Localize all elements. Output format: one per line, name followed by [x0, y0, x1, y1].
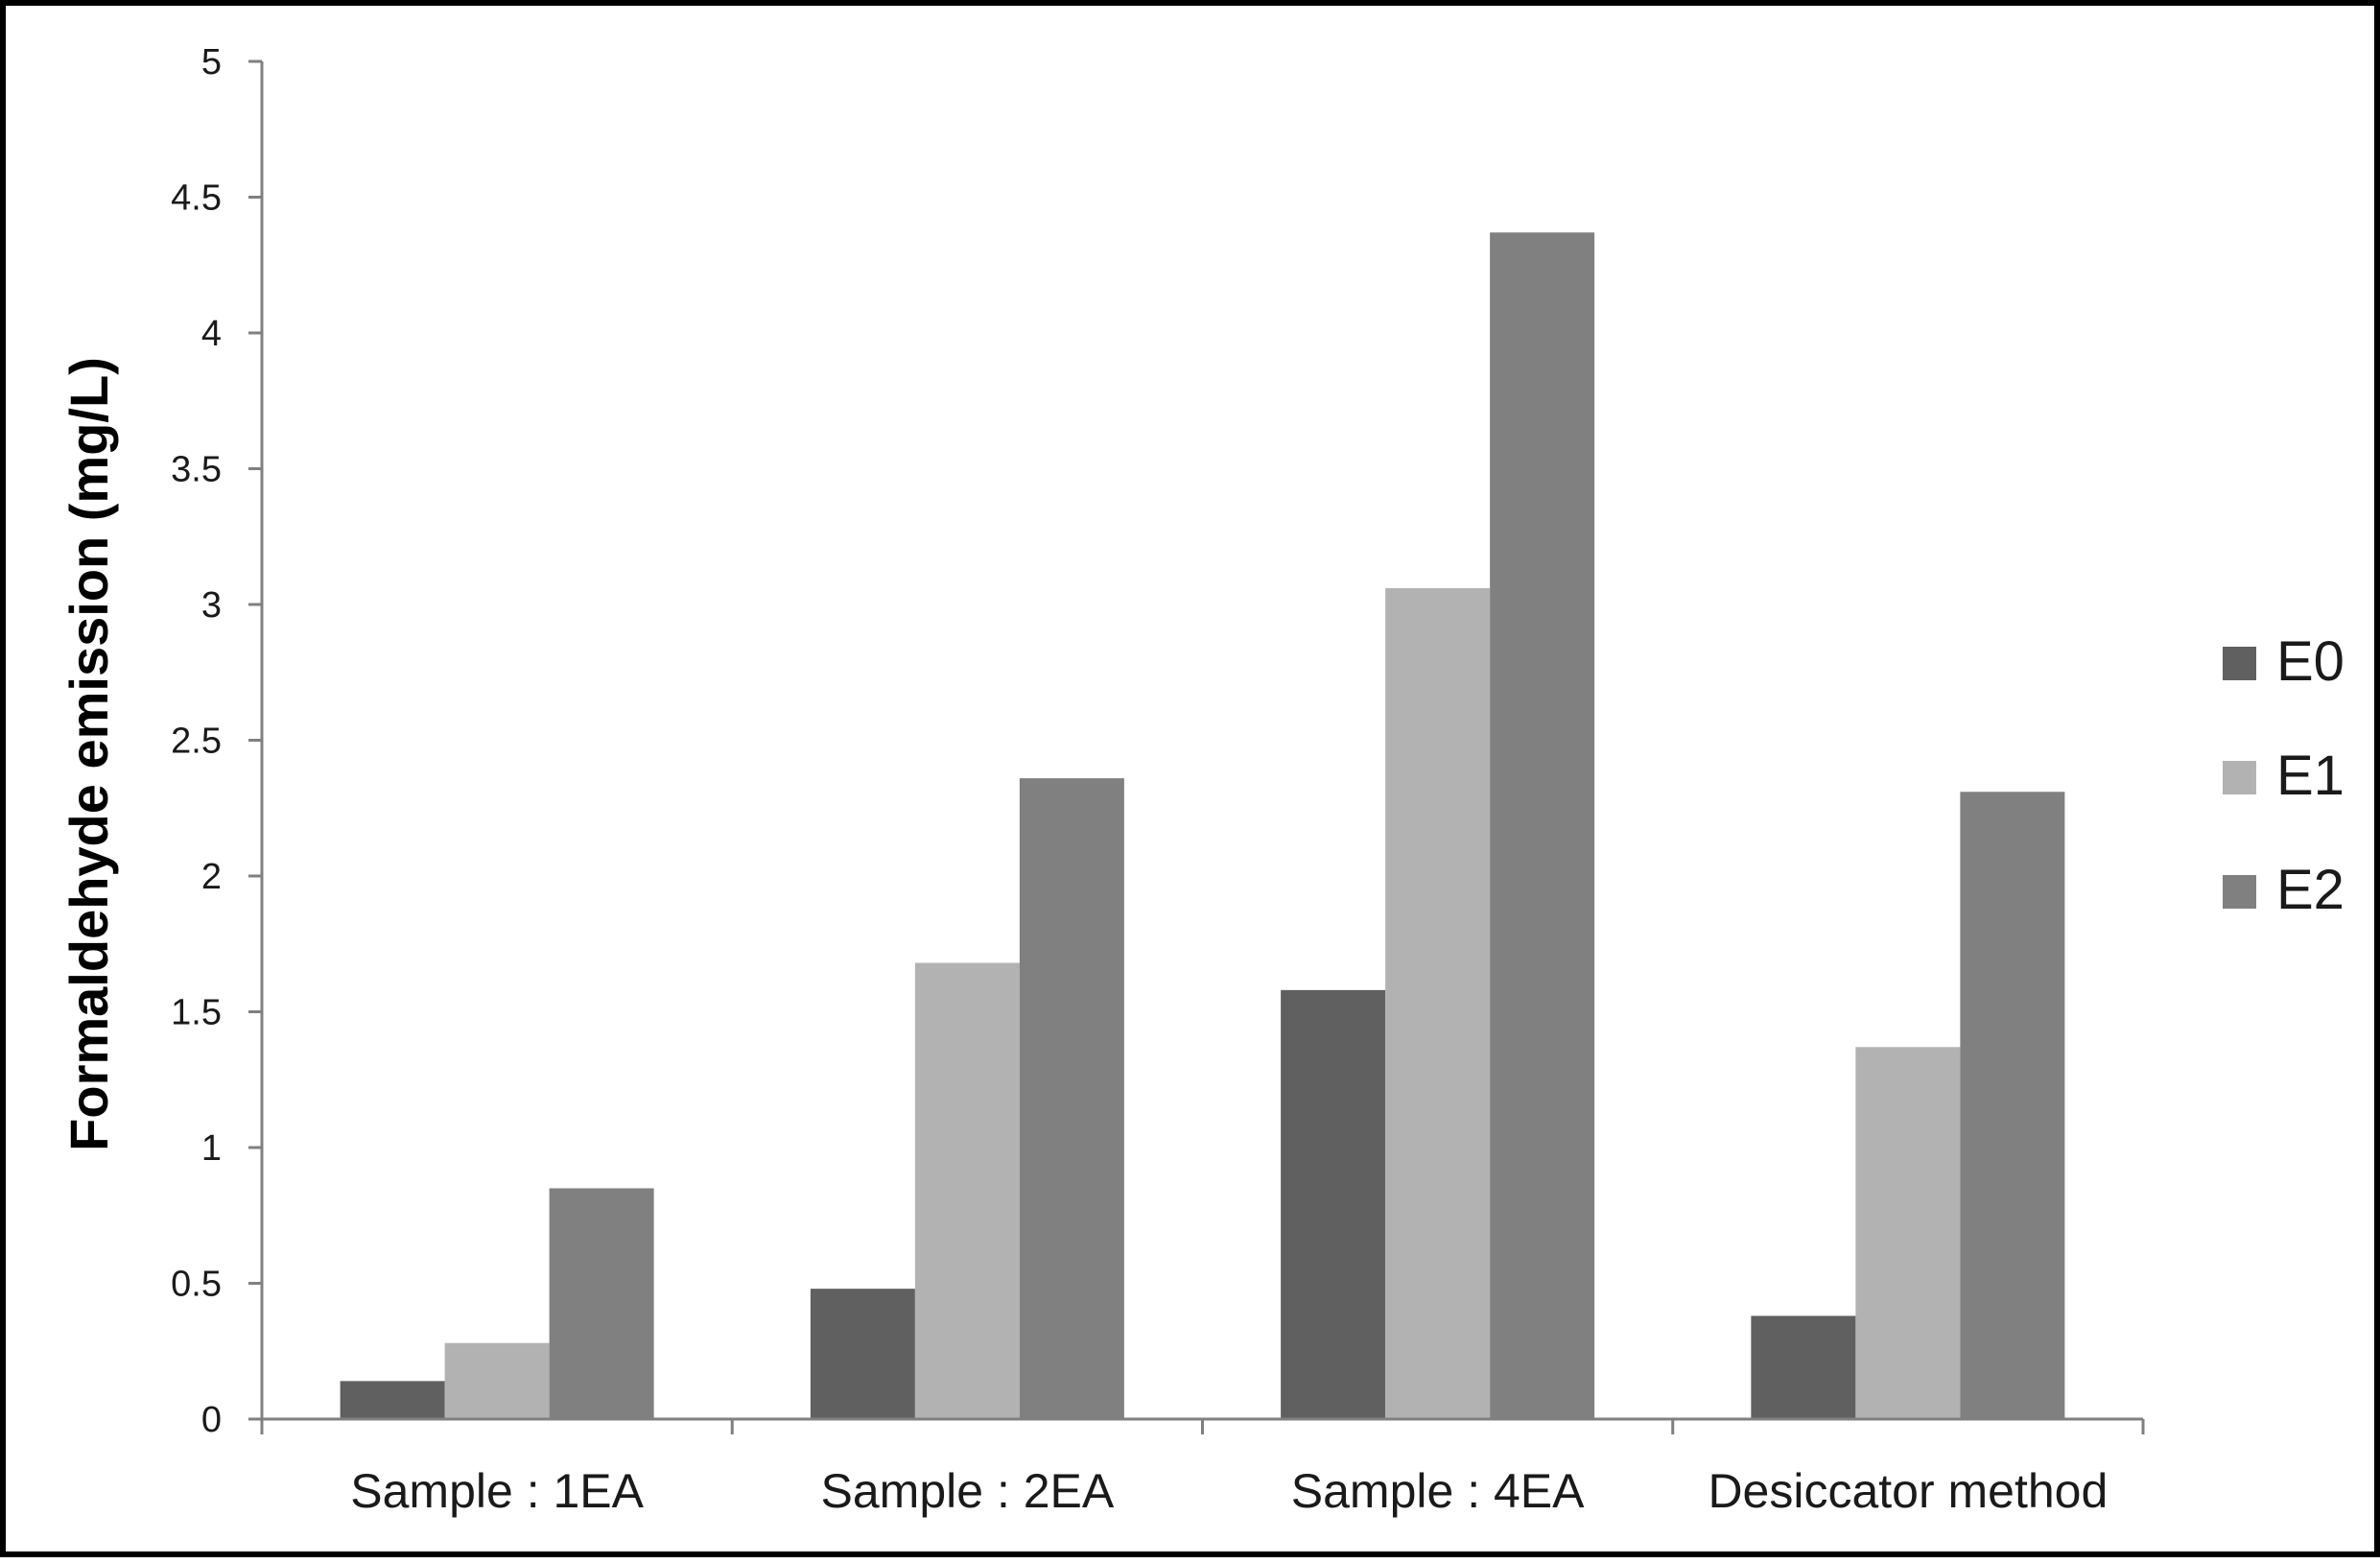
y-tick-label: 2 — [201, 857, 222, 897]
y-tick-label: 2.5 — [171, 722, 222, 762]
legend-label-e0: E0 — [2276, 630, 2345, 693]
bar-e0-2 — [810, 1289, 915, 1419]
bar-e2-1 — [549, 1188, 654, 1419]
x-category-label: Desiccator method — [1708, 1464, 2108, 1518]
legend: E0 E1 E2 — [2223, 630, 2345, 921]
bar-e2-3 — [1490, 232, 1595, 1419]
y-tick-label: 3.5 — [171, 450, 222, 490]
y-tick-label: 5 — [201, 42, 222, 83]
x-category-label: Sample : 4EA — [1291, 1464, 1585, 1518]
y-tick-label: 1.5 — [171, 993, 222, 1033]
bar-e1-1 — [444, 1342, 550, 1419]
bar-chart: 0 0.5 1 1.5 2 2.5 3 3.5 4 4.5 5 Sample : 1EA Sample … — [59, 42, 2345, 1518]
x-category-label: Sample : 2EA — [821, 1464, 1115, 1518]
bar-e2-4 — [1960, 792, 2065, 1419]
bar-e0-3 — [1281, 989, 1386, 1419]
legend-label-e1: E1 — [2276, 745, 2345, 807]
axes-layer: 0 0.5 1 1.5 2 2.5 3 3.5 4 4.5 5 Sample : 1EA Sample … — [171, 42, 2145, 1518]
legend-swatch-e0 — [2223, 647, 2256, 680]
bar-e1-2 — [914, 962, 1020, 1419]
bar-e0-1 — [340, 1381, 445, 1419]
y-axis-label: Formaldehyde emission (mg/L) — [59, 357, 119, 1151]
bar-e0-4 — [1751, 1315, 1856, 1419]
bar-e1-3 — [1385, 588, 1491, 1419]
legend-label-e2: E2 — [2276, 859, 2345, 921]
legend-swatch-e2 — [2223, 875, 2256, 909]
bar-e1-4 — [1855, 1047, 1961, 1419]
y-tick-label: 0 — [201, 1400, 222, 1440]
y-tick-label: 0.5 — [171, 1265, 222, 1305]
bars-layer — [340, 232, 2065, 1419]
y-tick-label: 4 — [201, 314, 222, 354]
y-tick-label: 1 — [201, 1128, 222, 1169]
x-category-label: Sample : 1EA — [350, 1464, 644, 1518]
legend-swatch-e1 — [2223, 761, 2256, 794]
y-tick-label: 3 — [201, 585, 222, 626]
y-tick-label: 4.5 — [171, 178, 222, 219]
bar-e2-2 — [1019, 778, 1124, 1419]
